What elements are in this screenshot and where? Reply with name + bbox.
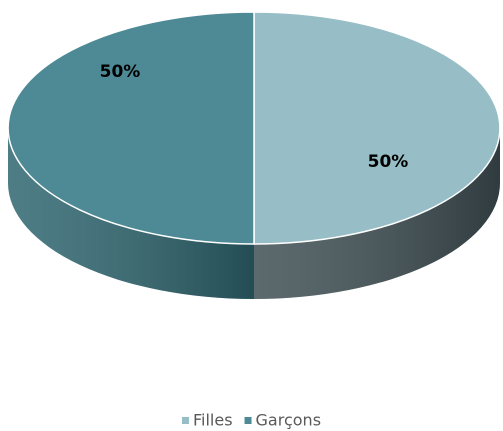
legend-swatch: [181, 417, 189, 424]
legend-label: Garçons: [256, 411, 322, 430]
value-label: 50%: [100, 62, 141, 82]
value-label: 50%: [368, 152, 409, 172]
slice: [7, 11, 255, 245]
slice-side-shade: [8, 128, 254, 299]
legend-label: Filles: [193, 411, 233, 430]
pie-sides: [8, 128, 500, 299]
legend-swatch: [244, 417, 252, 424]
slice: [253, 11, 501, 245]
legend: Filles Garçons: [181, 411, 322, 430]
pie-tops: [7, 11, 501, 245]
slice-side-shade: [254, 128, 500, 299]
value-labels: 50% 50%: [100, 62, 409, 172]
